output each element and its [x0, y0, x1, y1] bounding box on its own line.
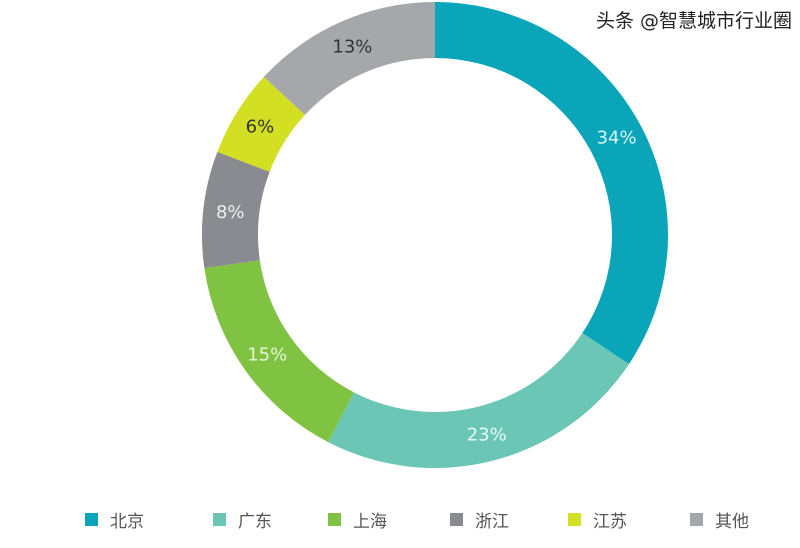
legend-swatch: [568, 513, 581, 526]
legend-label: 其他: [715, 512, 749, 532]
slice-4: [217, 76, 305, 172]
legend-label: 江苏: [593, 512, 627, 532]
legend-label: 广东: [238, 512, 272, 532]
data-label-5: 13%: [332, 36, 372, 57]
legend-label: 浙江: [475, 512, 509, 532]
slice-3: [202, 151, 270, 269]
legend-swatch: [85, 513, 98, 526]
legend-label: 北京: [110, 512, 144, 532]
data-label-3: 8%: [216, 202, 245, 223]
legend-item-2: 上海: [328, 507, 387, 532]
donut-chart: 34% 23% 15% 8% 6% 13%: [202, 2, 668, 468]
slice-5: [263, 2, 435, 115]
legend-swatch: [328, 513, 341, 526]
legend-item-5: 其他: [690, 507, 749, 532]
legend-item-1: 广东: [213, 507, 272, 532]
legend: 北京 广东 上海 浙江 江苏 其他: [0, 507, 800, 532]
data-label-4: 6%: [246, 116, 275, 137]
watermark: 头条 @智慧城市行业圈: [595, 10, 792, 32]
legend-item-0: 北京: [85, 507, 144, 532]
legend-swatch: [690, 513, 703, 526]
data-label-0: 34%: [597, 128, 637, 149]
data-label-2: 15%: [247, 344, 287, 365]
legend-item-3: 浙江: [450, 507, 509, 532]
slice-1: [328, 333, 629, 468]
slice-2: [204, 260, 354, 443]
legend-label: 上海: [353, 512, 387, 532]
data-label-1: 23%: [467, 424, 507, 445]
slice-0: [435, 2, 668, 365]
legend-swatch: [450, 513, 463, 526]
legend-item-4: 江苏: [568, 507, 627, 532]
legend-swatch: [213, 513, 226, 526]
